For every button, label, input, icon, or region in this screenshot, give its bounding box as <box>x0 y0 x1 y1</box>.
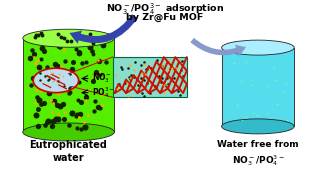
Polygon shape <box>23 38 114 132</box>
Text: NO$_3^-$/PO$_4^{3-}$ adsorption: NO$_3^-$/PO$_4^{3-}$ adsorption <box>106 2 224 17</box>
Ellipse shape <box>222 40 294 55</box>
Text: PO$_4^{3-}$: PO$_4^{3-}$ <box>92 85 114 100</box>
Ellipse shape <box>33 68 79 93</box>
Polygon shape <box>222 48 294 126</box>
Text: water: water <box>53 153 84 163</box>
Text: Eutrophicated: Eutrophicated <box>29 140 107 150</box>
Text: by Zr@Fu MOF: by Zr@Fu MOF <box>126 13 204 22</box>
FancyArrowPatch shape <box>190 38 246 57</box>
FancyArrowPatch shape <box>69 14 138 44</box>
Text: Water free from: Water free from <box>217 140 299 149</box>
Text: NO$_3^-$/PO$_4^{3-}$: NO$_3^-$/PO$_4^{3-}$ <box>231 153 284 168</box>
Ellipse shape <box>222 119 294 134</box>
Ellipse shape <box>23 123 114 141</box>
Ellipse shape <box>23 29 114 47</box>
Text: NO$_3^-$: NO$_3^-$ <box>92 72 112 85</box>
FancyBboxPatch shape <box>113 57 187 97</box>
